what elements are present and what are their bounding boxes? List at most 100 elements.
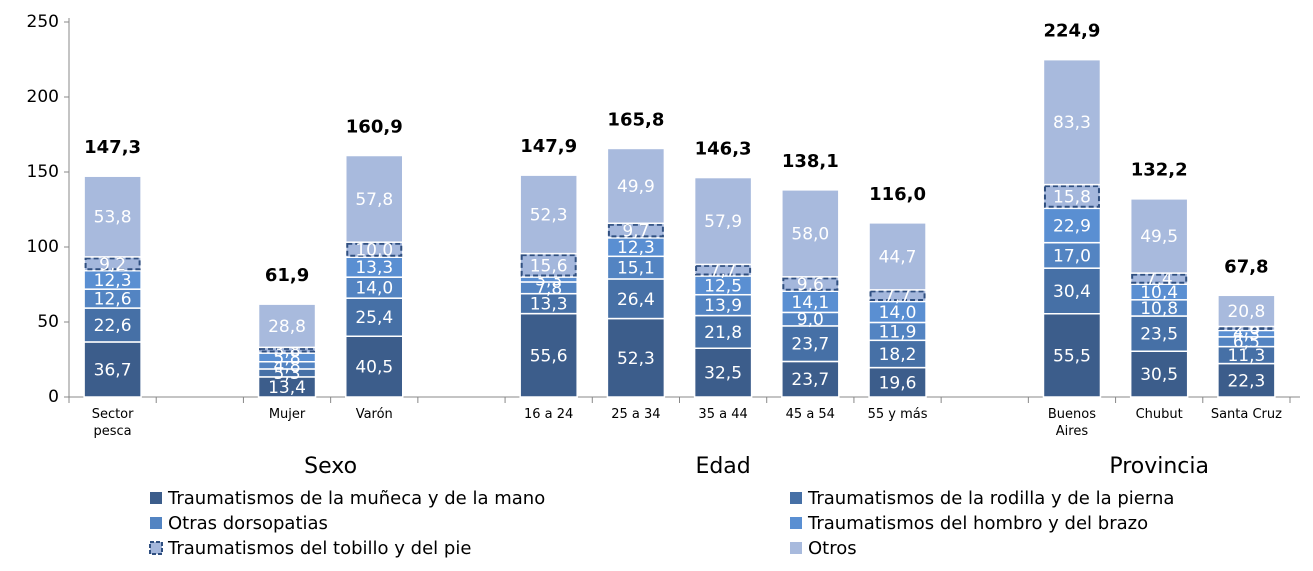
data-label: 53,8: [94, 208, 132, 228]
bar-segment-border: [1218, 327, 1275, 330]
bar-segment: [1042, 313, 1102, 398]
data-label: 9,0: [797, 310, 824, 330]
group-label: Edad: [695, 454, 750, 479]
data-label: 20,8: [1227, 302, 1265, 322]
data-label: 55,5: [1053, 346, 1091, 366]
total-label: 160,9: [346, 117, 403, 138]
bar-segment: [868, 339, 927, 369]
data-label: 44,7: [879, 247, 917, 267]
data-label: 7,4: [1146, 270, 1173, 290]
bar-segment: [868, 222, 927, 291]
data-label: 23,5: [1140, 325, 1178, 345]
data-label: 57,9: [704, 212, 742, 232]
legend-swatch: [790, 492, 802, 504]
x-tick-label: Mujer: [268, 407, 306, 422]
data-label: 18,2: [879, 345, 917, 365]
group-label: Sexo: [304, 454, 357, 479]
data-label: 49,5: [1140, 227, 1178, 247]
total-label: 165,8: [607, 109, 664, 130]
bar-segment: [257, 303, 317, 349]
data-label: 10,8: [1140, 299, 1178, 319]
bar-segment-border: [869, 290, 926, 301]
total-label: 116,0: [869, 184, 926, 205]
data-label: 23,7: [791, 335, 829, 355]
data-label: 14,0: [879, 303, 917, 323]
legend-swatch: [150, 492, 162, 504]
data-label: 22,6: [94, 316, 132, 336]
x-tick-label: 45 a 54: [785, 407, 835, 422]
legend-label: Traumatismos de la rodilla y de la piern…: [807, 488, 1174, 509]
legend-swatch: [790, 542, 802, 554]
bar-segment-border: [346, 242, 403, 257]
data-label: 12,6: [94, 290, 132, 310]
bar-segment: [606, 317, 666, 398]
total-label: 147,3: [84, 137, 141, 158]
data-label: 52,3: [530, 205, 568, 225]
data-label: 12,3: [617, 238, 655, 258]
bar-segment-border: [520, 254, 577, 277]
data-label: 19,6: [879, 373, 917, 393]
bar-segment-border: [607, 223, 664, 238]
legend-swatch-border: [149, 541, 163, 555]
data-label: 57,8: [355, 190, 393, 210]
data-label: 14,0: [355, 279, 393, 299]
data-label: 11,9: [879, 322, 917, 342]
data-label: 32,5: [704, 364, 742, 384]
x-tick-label: 35 a 44: [698, 407, 748, 422]
bar-segment-border: [84, 257, 141, 271]
bar-segment: [345, 297, 404, 337]
data-label: 12,5: [704, 276, 742, 296]
bar-segment: [345, 335, 404, 398]
bar-segment: [1217, 362, 1276, 398]
data-label: 12,3: [94, 271, 132, 291]
x-tick-label: Chubut: [1135, 407, 1183, 422]
total-label: 224,9: [1043, 21, 1100, 42]
bar-segment-border: [1043, 185, 1100, 208]
data-label: 55,6: [530, 346, 568, 366]
bar-segment: [83, 175, 142, 258]
total-label: 61,9: [265, 265, 309, 286]
bar-segment: [83, 341, 142, 398]
legend-label: Otras dorsopatias: [168, 513, 328, 534]
bar-segment: [693, 176, 753, 266]
data-label: 15,8: [1053, 187, 1091, 207]
bar-segment: [781, 189, 840, 278]
y-tick-label: 0: [48, 387, 59, 407]
legend-label: Traumatismos de la muñeca y de la mano: [167, 488, 545, 509]
legend-swatch: [150, 542, 162, 554]
bar-segment: [1042, 58, 1102, 186]
data-label: 49,9: [617, 177, 655, 197]
data-label: 13,3: [355, 258, 393, 278]
data-label: 25,4: [355, 308, 393, 328]
y-tick-label: 50: [37, 312, 59, 332]
bar-segment-border: [259, 347, 316, 353]
data-label: 58,0: [791, 224, 829, 244]
data-label: 13,3: [530, 295, 568, 315]
data-label: 15,1: [617, 259, 655, 279]
bar-segment: [693, 314, 753, 349]
data-label: 9,6: [797, 275, 824, 295]
total-label: 147,9: [520, 136, 577, 157]
data-label: 7,8: [535, 279, 562, 299]
y-tick-label: 250: [27, 12, 59, 32]
bar-segment: [1129, 198, 1189, 274]
x-tick-label: 16 a 24: [524, 407, 574, 422]
x-tick-label: 55 y más: [867, 407, 928, 422]
bar-segment: [1042, 207, 1102, 244]
data-label: 10,4: [1140, 283, 1178, 303]
data-label: 13,4: [268, 378, 306, 398]
legend-label: Traumatismos del tobillo y del pie: [167, 538, 471, 559]
bar-segment-border: [695, 264, 752, 276]
y-tick-label: 100: [27, 237, 59, 257]
data-label: 23,7: [791, 370, 829, 390]
bar-segment: [345, 154, 404, 243]
bar-segment: [1217, 294, 1276, 328]
bar-segment: [519, 174, 578, 255]
bar-segment: [693, 347, 753, 398]
bar-segment: [83, 307, 142, 343]
data-label: 26,4: [617, 290, 655, 310]
y-tick-label: 150: [27, 162, 59, 182]
legend-swatch: [790, 517, 802, 529]
